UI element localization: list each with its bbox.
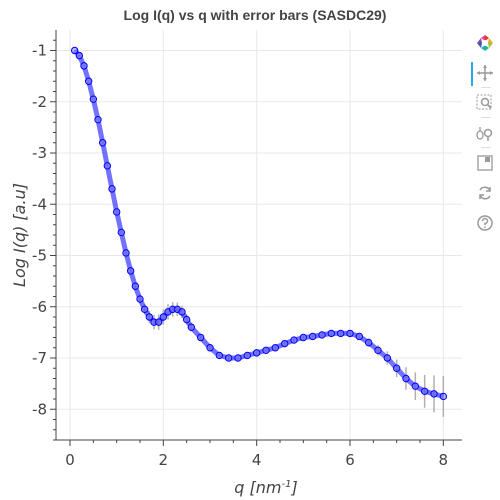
- data-point: [178, 308, 186, 316]
- x-tick-label: 6: [345, 451, 355, 469]
- x-tick-label: 8: [439, 451, 449, 469]
- data-point: [364, 338, 373, 347]
- toolbar: [470, 30, 500, 270]
- toolbar-separator: [481, 117, 491, 118]
- data-point: [336, 329, 345, 338]
- data-point: [112, 208, 121, 216]
- data-point: [439, 392, 448, 401]
- x-axis-label-superscript: -1: [281, 479, 291, 490]
- bokeh-logo-icon: [477, 35, 493, 51]
- data-point: [206, 344, 214, 352]
- pan-icon: [477, 65, 493, 81]
- data-point: [159, 313, 168, 321]
- save-tool-button[interactable]: [470, 150, 500, 176]
- data-point: [131, 282, 140, 290]
- data-point: [290, 336, 298, 344]
- x-ticks: 0 2 4 6 8: [65, 440, 448, 469]
- pan-tool-button[interactable]: [470, 60, 500, 86]
- data-point: [70, 46, 79, 55]
- y-tick-label: -2: [32, 93, 47, 111]
- wheel-zoom-tool-button[interactable]: [470, 120, 500, 146]
- data-point: [196, 333, 205, 342]
- x-tick-label: 4: [252, 451, 262, 469]
- box-zoom-tool-button[interactable]: [470, 90, 500, 116]
- data-point: [103, 162, 112, 170]
- save-icon: [477, 155, 493, 171]
- toolbar-separator: [481, 147, 491, 148]
- data-point: [140, 305, 149, 314]
- chart-title: Log I(q) vs q with error bars (SASDC29): [124, 7, 387, 23]
- data-point: [271, 344, 280, 352]
- data-point: [411, 382, 420, 390]
- data-points: [70, 46, 448, 401]
- y-tick-label: -1: [32, 42, 47, 60]
- active-tool-indicator: [471, 62, 473, 86]
- y-ticks: -1 -2 -3 -4 -5 -6 -7 -8: [32, 39, 56, 441]
- data-point: [243, 351, 252, 360]
- y-tick-label: -8: [32, 400, 47, 418]
- data-point: [318, 331, 326, 339]
- help-tool-button[interactable]: [470, 210, 500, 236]
- data-point: [420, 387, 429, 396]
- series-trace: [72, 48, 444, 399]
- data-point: [355, 332, 364, 341]
- data-point: [182, 315, 191, 324]
- data-point: [299, 333, 308, 342]
- data-point: [117, 228, 126, 237]
- reset-icon: [479, 186, 491, 200]
- reset-tool-button[interactable]: [470, 180, 500, 206]
- data-point: [430, 390, 438, 398]
- y-tick-label: -3: [32, 144, 47, 162]
- data-point: [374, 346, 382, 355]
- data-point: [94, 115, 102, 124]
- data-point: [145, 313, 154, 321]
- data-point: [224, 354, 233, 362]
- help-icon: [477, 215, 493, 231]
- data-point: [383, 354, 392, 362]
- data-point: [89, 95, 98, 103]
- data-point: [308, 332, 317, 341]
- data-point: [136, 295, 144, 303]
- data-point: [187, 323, 196, 331]
- data-point: [346, 329, 354, 338]
- wheel-zoom-icon: [476, 127, 493, 141]
- data-point: [126, 267, 135, 275]
- x-tick-label: 0: [65, 451, 75, 469]
- data-point: [262, 346, 270, 355]
- data-point: [122, 249, 130, 257]
- data-point: [80, 62, 88, 70]
- x-tick-label: 2: [159, 451, 169, 469]
- y-axis-label: Log I(q) [a.u]: [10, 183, 29, 287]
- y-tick-label: -5: [32, 247, 47, 265]
- x-axis-label: q [nm-1]: [234, 478, 297, 497]
- data-point: [215, 351, 224, 360]
- axes: [55, 30, 462, 441]
- bokeh-logo-button[interactable]: [470, 30, 500, 56]
- error-bars: [72, 48, 445, 417]
- y-tick-label: -4: [32, 195, 47, 213]
- data-point: [280, 339, 289, 348]
- data-point: [252, 349, 261, 357]
- data-point: [84, 77, 93, 85]
- toolbar-separator: [481, 87, 491, 88]
- x-axis-label-end: ]: [290, 478, 297, 497]
- data-point: [108, 185, 116, 193]
- grid: [56, 30, 462, 440]
- y-tick-label: -7: [32, 349, 47, 367]
- data-point: [234, 354, 242, 362]
- data-point: [402, 374, 410, 383]
- data-point: [98, 139, 107, 147]
- data-point: [327, 329, 336, 338]
- data-point: [392, 364, 401, 372]
- box-zoom-icon: [476, 94, 492, 110]
- data-point: [75, 51, 84, 60]
- y-tick-label: -6: [32, 298, 47, 316]
- data-point: [154, 318, 163, 326]
